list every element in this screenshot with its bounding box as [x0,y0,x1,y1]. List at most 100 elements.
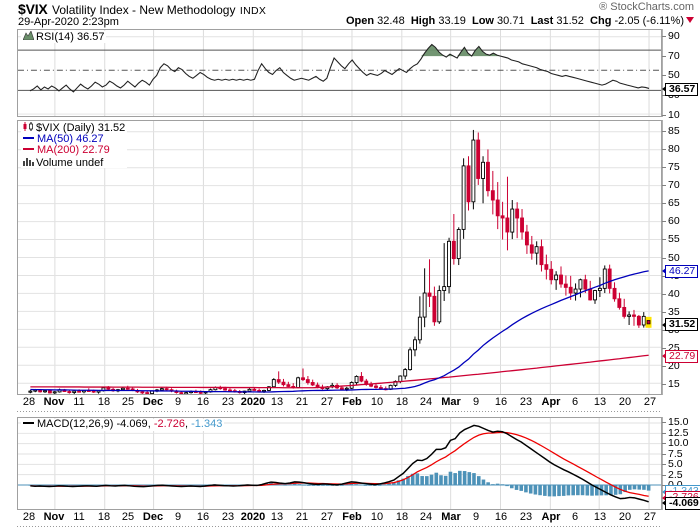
date-axis-label: 18 [395,511,409,523]
chg-label: Chg [590,15,612,27]
date-axis-label: 13 [270,511,284,523]
rsi-panel: RSI(14) 36.57 [17,29,662,117]
axis-label: 10 [668,109,680,122]
macd-legend: MACD(12,26,9) -4.069, -2.726, -1.343 [21,418,225,431]
date-axis-top-rule [17,411,662,412]
date-axis-label: Apr [541,396,561,408]
low-label: Low [471,15,494,27]
date-axis-label: Dec [142,511,164,523]
date-axis-label: 16 [196,511,210,523]
down-arrow-icon [686,17,694,23]
date-axis-label: 18 [97,396,111,408]
date-axis-label: 16 [196,396,210,408]
last-label: Last [530,15,554,27]
chg-value: -2.05 (-6.11%) [614,15,685,27]
price-legend-text: $VIX (Daily) 31.52 [36,122,126,134]
date-axis-label: Feb [342,396,362,408]
axis-label: 7.5 [668,447,683,460]
date-axis-label: 27 [643,396,657,408]
rsi-plot [18,30,661,116]
date-axis-label: 16 [494,396,508,408]
symbol-ticker: $VIX [18,1,48,17]
axis-label: 50 [668,251,680,264]
ma50-legend-text: MA(50) 46.27 [37,132,104,145]
axis-label: 50 [668,69,680,82]
axis-label: 5.0 [668,458,683,471]
rsi-legend: RSI(14) 36.57 [21,30,107,43]
rsi-indicator-icon [22,30,35,41]
date-axis-label: 11 [73,396,85,408]
date-axis-label: Feb [342,511,362,523]
macd-swatch [23,422,34,424]
date-axis-label: 25 [121,396,135,408]
date-axis-label: 18 [97,511,111,523]
date-axis-label: Mar [441,511,461,523]
axis-label: 35 [668,305,680,318]
low-value: 30.71 [497,15,525,27]
date-axis-upper: 28 Nov 11 18 25 Dec 9 16 23 2020 13 21 27 Feb 10 18 24 Ma… [17,396,662,412]
date-axis-label: Apr [541,511,561,523]
quote-bar: Open 32.48 High 33.19 Low 30.71 Last 31.… [346,15,694,27]
symbol-line: $VIX Volatility Index - New Methodology … [18,1,266,19]
date-axis-label: 20 [618,511,632,523]
date-axis-label: 21 [295,511,309,523]
macd-plot [18,418,661,509]
rsi-y-axis: 907050301036.57 [661,29,700,121]
macd-legend-name: MACD(12,26,9) [37,418,114,430]
date-axis-bottom-rule [17,526,662,527]
candlestick-series [28,129,651,394]
price-panel: $VIX (Daily) 31.52 MA(50) 46.27 MA(200) … [17,120,662,395]
ma200-legend-text: MA(200) 22.79 [37,144,110,156]
axis-label: 40 [668,287,680,300]
date-axis-label: 27 [320,396,334,408]
date-axis-label: 28 [22,511,36,523]
date-axis-label: 20 [618,396,632,408]
date-axis-label: 21 [295,396,309,408]
date-axis-label: 13 [270,396,284,408]
axis-label: 65 [668,197,680,210]
ma50-swatch [23,136,34,139]
date-axis-label: 9 [174,511,182,523]
macd-legend-macd: -4.069 [116,418,148,430]
last-value: 31.52 [556,15,584,27]
open-label: Open [345,15,375,27]
macd-legend-hist: -1.343 [191,418,223,430]
date-axis-label: 18 [395,396,409,408]
date-axis-label: 24 [419,396,433,408]
volume-legend-text: Volume undef [36,156,104,169]
date-axis-label: 6 [571,511,579,523]
volume-icon [23,157,34,166]
price-y-axis: 85807570656055504540353025201546.2722.79… [661,120,700,395]
date-axis-label: 10 [370,396,384,408]
candlestick-icon [23,122,33,131]
date-axis-label: 13 [593,511,607,523]
axis-label: 15.0 [668,416,689,429]
date-axis-label: 24 [419,511,433,523]
axis-label: 70 [668,179,680,192]
date-axis-label: 9 [174,396,182,408]
rsi-legend-text: RSI(14) 36.57 [36,31,105,43]
symbol-name: Volatility Index - New Methodology [52,3,236,17]
axis-label: 70 [668,49,680,62]
date-axis-label: 16 [494,511,508,523]
macd-y-axis: 15.012.510.07.55.02.50.0-1.343-2.726-4.0… [662,416,700,510]
date-axis-label: 9 [472,396,480,408]
axis-label: 60 [668,215,680,228]
price-legend: $VIX (Daily) 31.52 MA(50) 46.27 MA(200) … [21,122,128,169]
date-axis-label: 10 [370,511,384,523]
date-axis-label: 23 [519,396,533,408]
axis-label: 10.0 [668,437,689,450]
date-axis-label: 6 [571,396,579,408]
macd-value-callout: -4.069 [662,496,700,510]
axis-label: 25 [668,341,680,354]
date-axis-label: 23 [221,396,235,408]
date-axis-label: 25 [121,511,135,523]
date-axis-label: 27 [643,511,657,523]
date-axis-label: Mar [441,396,461,408]
macd-legend-signal: -2.726 [153,418,186,430]
axis-label: 85 [668,124,680,137]
high-value: 33.19 [438,15,466,27]
price-plot [18,121,661,394]
date-axis-label: 2020 [240,511,266,523]
axis-label: 12.5 [668,426,689,439]
